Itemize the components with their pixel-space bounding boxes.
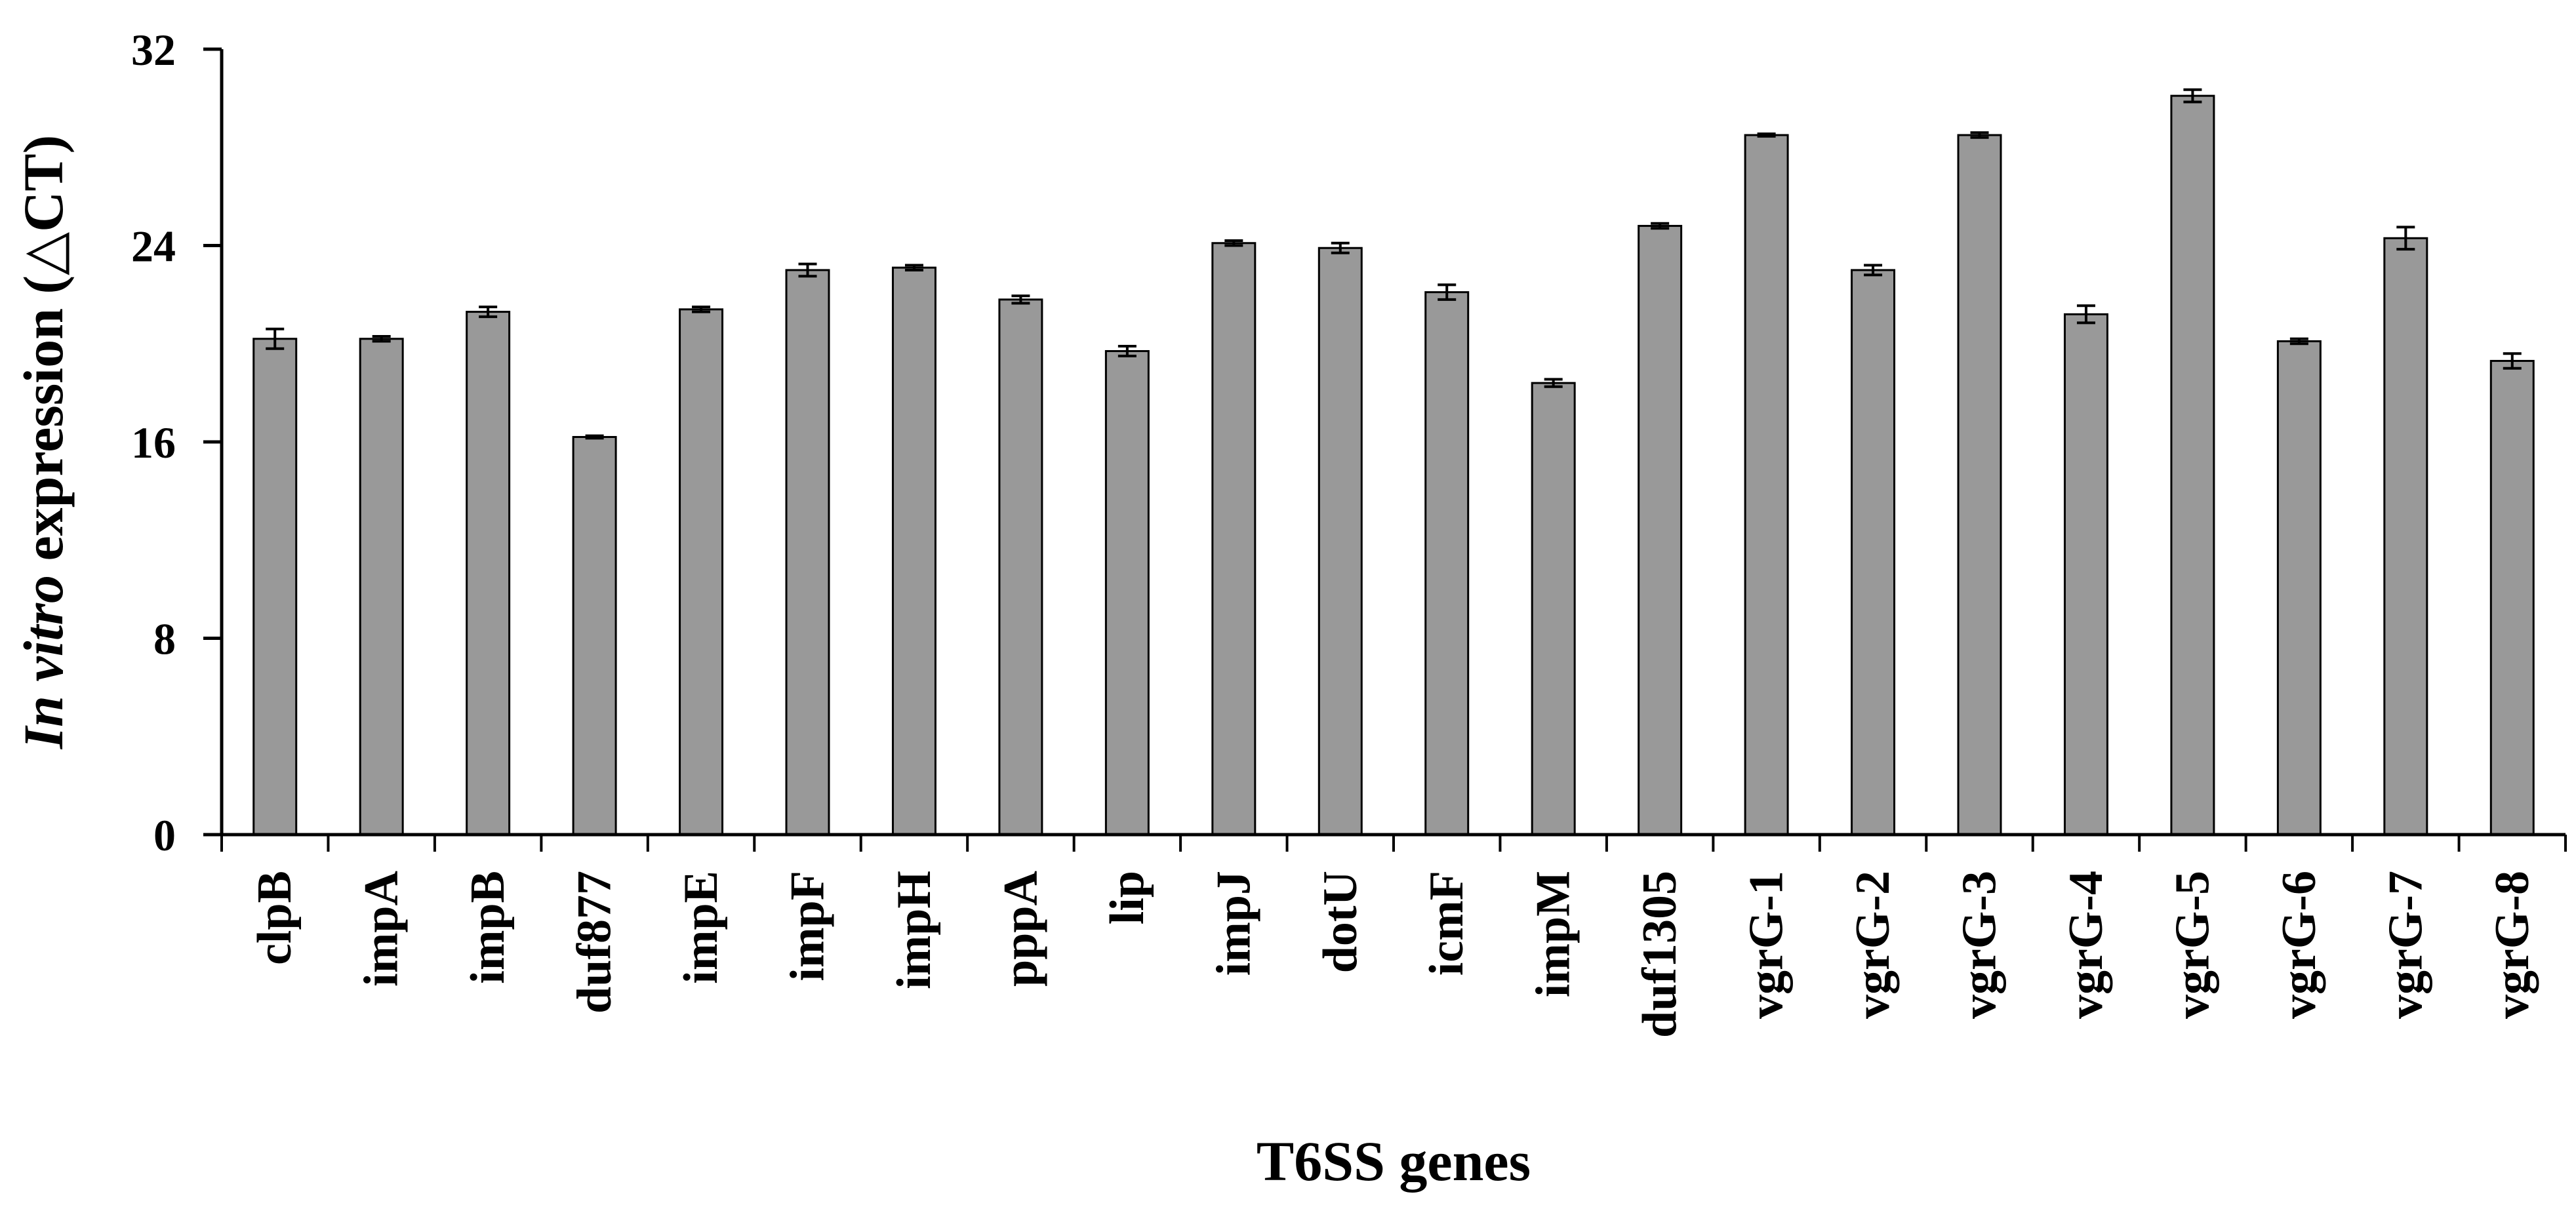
x-category-label: impB xyxy=(461,871,515,984)
x-category-label: impH xyxy=(887,871,941,989)
x-category-label: vgrG-6 xyxy=(2272,871,2326,1019)
x-category-label: duf877 xyxy=(568,871,622,1014)
bar-duf1305 xyxy=(1638,225,1683,836)
bar-duf877 xyxy=(572,436,617,836)
bar-pppA xyxy=(998,298,1043,836)
x-category-label: dotU xyxy=(1314,871,1367,973)
bar-vgrG-3 xyxy=(1957,134,2002,836)
bar-impF xyxy=(785,269,830,836)
bar-impJ xyxy=(1211,242,1257,836)
y-tick-label: 16 xyxy=(131,418,176,467)
x-category-label: impJ xyxy=(1207,871,1260,976)
bar-impE xyxy=(679,308,724,836)
bar-vgrG-2 xyxy=(1851,269,1896,836)
bar-impB xyxy=(466,311,511,836)
bar-clpB xyxy=(252,338,298,836)
bar-vgrG-6 xyxy=(2276,340,2322,836)
y-tick-label: 24 xyxy=(131,222,176,271)
bar-vgrG-7 xyxy=(2383,237,2428,836)
y-axis-title: In vitro expression (△CT) xyxy=(12,135,75,750)
x-category-label: vgrG-5 xyxy=(2165,871,2219,1019)
x-category-label: impF xyxy=(781,871,835,981)
x-category-label: lip xyxy=(1100,871,1154,924)
x-category-label: vgrG-2 xyxy=(1846,871,1900,1019)
x-category-label: clpB xyxy=(248,871,302,965)
bar-impH xyxy=(891,266,936,836)
x-axis-title: T6SS genes xyxy=(1257,1130,1531,1193)
x-category-label: impM xyxy=(1527,871,1580,997)
y-ticks-group: 0 8 16 24 32 xyxy=(131,25,222,860)
x-category-label: vgrG-1 xyxy=(1740,871,1794,1019)
bar-vgrG-1 xyxy=(1744,134,1789,836)
bar-impA xyxy=(359,338,404,836)
y-axis-title-rest: expression (△CT) xyxy=(12,135,75,561)
error-bars-group xyxy=(266,88,2522,440)
y-tick-label: 8 xyxy=(153,614,176,664)
x-ticks-group xyxy=(220,835,2567,852)
x-category-label: vgrG-3 xyxy=(1953,871,2007,1019)
y-tick-label: 32 xyxy=(131,25,176,75)
y-axis-title-italic: In vitro xyxy=(12,575,75,749)
x-category-label: pppA xyxy=(994,871,1047,987)
x-category-label: vgrG-8 xyxy=(2485,871,2539,1019)
bar-lip xyxy=(1104,349,1150,836)
x-category-label: duf1305 xyxy=(1633,871,1687,1038)
y-tick-label: 0 xyxy=(153,810,176,860)
bar-dotU xyxy=(1318,247,1363,836)
x-category-label: impE xyxy=(674,871,728,984)
bar-icmF xyxy=(1424,291,1470,836)
x-category-label: vgrG-4 xyxy=(2059,871,2113,1019)
x-category-label: icmF xyxy=(1420,871,1474,976)
bars-group xyxy=(252,94,2535,836)
x-category-label: impA xyxy=(355,871,409,987)
x-category-labels: clpB impA impB duf877 impE impF impH pppA lip imp… xyxy=(248,871,2539,1038)
bar-vgrG-4 xyxy=(2063,313,2108,836)
bar-vgrG-8 xyxy=(2489,359,2535,836)
bar-impM xyxy=(1531,382,1576,836)
bar-vgrG-5 xyxy=(2170,94,2215,836)
x-category-label: vgrG-7 xyxy=(2379,871,2432,1019)
